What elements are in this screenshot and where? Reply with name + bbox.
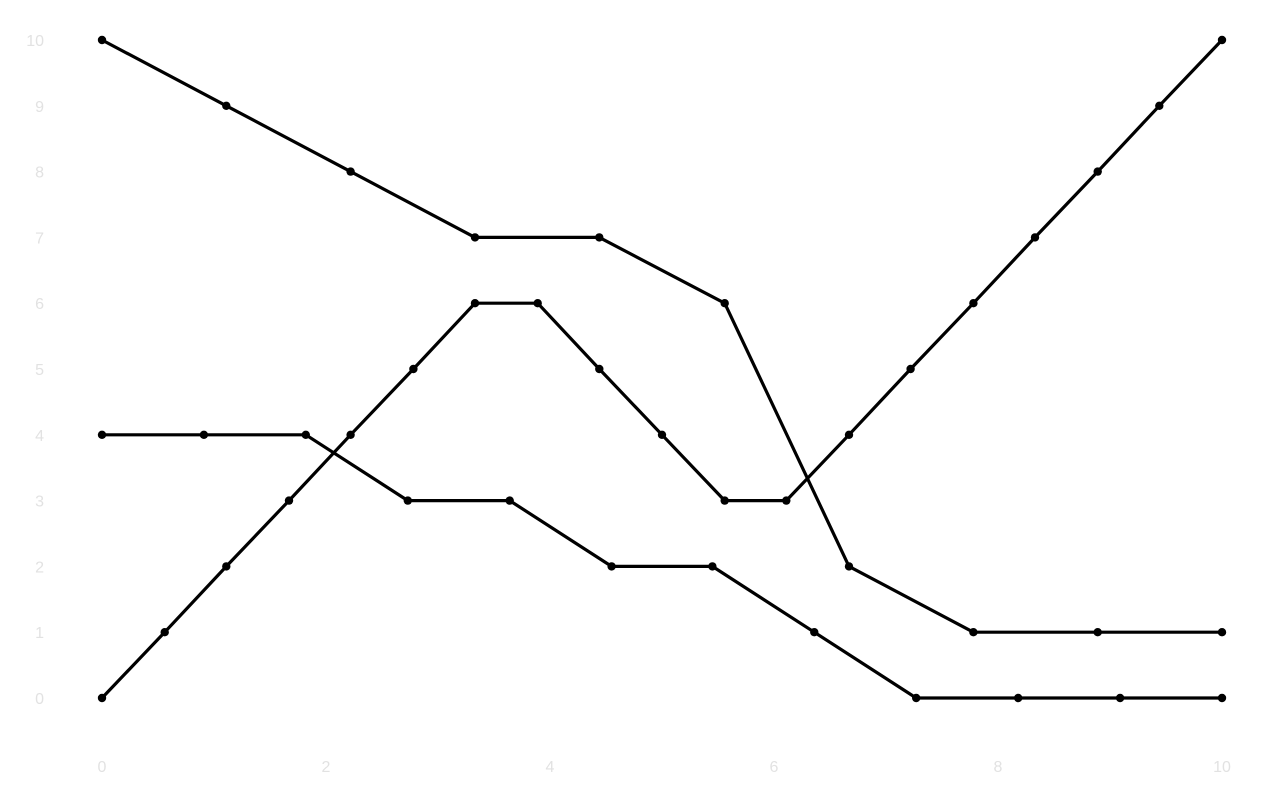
series-2-point (1217, 35, 1227, 45)
series-1-point (1093, 628, 1102, 637)
series-2-point (222, 562, 231, 571)
series-1-line (100, 38, 1224, 634)
x-axis-tick-labels: 0 2 4 6 8 10 (98, 759, 1231, 776)
series-1-point (844, 562, 854, 571)
y-tick-label: 4 (35, 428, 44, 445)
series-3-point (1115, 693, 1125, 703)
series-1-point (97, 35, 107, 45)
series-3-point (403, 496, 412, 505)
y-tick-label: 8 (35, 165, 44, 182)
series-3-point (607, 562, 616, 571)
series-3-point (912, 693, 921, 703)
series-2-point (595, 364, 604, 374)
series-2-point (782, 496, 791, 505)
series-2-point (284, 496, 294, 505)
y-tick-label: 1 (35, 625, 44, 642)
series-3-point (301, 430, 310, 439)
series-2-point (969, 299, 978, 308)
series-3-point (505, 496, 514, 505)
series-3-point (97, 430, 107, 439)
series-2-point (1093, 167, 1102, 176)
series-layer (97, 35, 1227, 703)
series-1-point (346, 167, 355, 176)
series-2-point (1155, 101, 1164, 111)
series-2-point (844, 430, 854, 439)
y-tick-label: 0 (35, 691, 44, 708)
x-tick-label: 0 (98, 759, 107, 776)
series-2-point (720, 496, 729, 505)
series-2-line (100, 38, 1224, 700)
y-axis-tick-labels: 0 1 2 3 4 5 6 7 8 9 10 (26, 33, 44, 708)
y-tick-label: 2 (35, 559, 44, 576)
x-tick-label: 10 (1213, 759, 1231, 776)
series-2-point (409, 364, 418, 374)
series-2-point (533, 299, 542, 308)
y-tick-label: 10 (26, 33, 44, 50)
series-3-line (100, 433, 1224, 700)
y-tick-label: 7 (35, 230, 44, 247)
series-1-point (969, 628, 978, 637)
series-2-point (470, 299, 480, 308)
x-tick-label: 2 (322, 759, 331, 776)
y-tick-label: 6 (35, 296, 44, 313)
series-2-point (906, 364, 915, 374)
series-3-point (1014, 693, 1023, 703)
series-2-point (1030, 233, 1040, 242)
series-2 (97, 35, 1227, 703)
x-tick-label: 6 (770, 759, 779, 776)
series-3-point (708, 562, 717, 571)
series-1-point (595, 233, 604, 242)
series-1-point (470, 233, 480, 242)
x-tick-label: 8 (994, 759, 1003, 776)
series-2-point (657, 430, 667, 439)
y-tick-label: 5 (35, 362, 44, 379)
series-2-point (346, 430, 355, 439)
series-3-point (1217, 693, 1227, 703)
series-3 (97, 430, 1227, 703)
x-tick-label: 4 (546, 759, 555, 776)
y-tick-label: 9 (35, 99, 44, 116)
series-1-point (720, 299, 729, 308)
series-1-point (222, 101, 231, 111)
series-2-point (160, 628, 169, 637)
series-1 (97, 35, 1227, 637)
series-3-point (810, 628, 819, 637)
series-3-point (199, 430, 209, 439)
y-tick-label: 3 (35, 494, 44, 511)
series-2-point (97, 693, 107, 703)
series-1-point (1217, 628, 1227, 637)
